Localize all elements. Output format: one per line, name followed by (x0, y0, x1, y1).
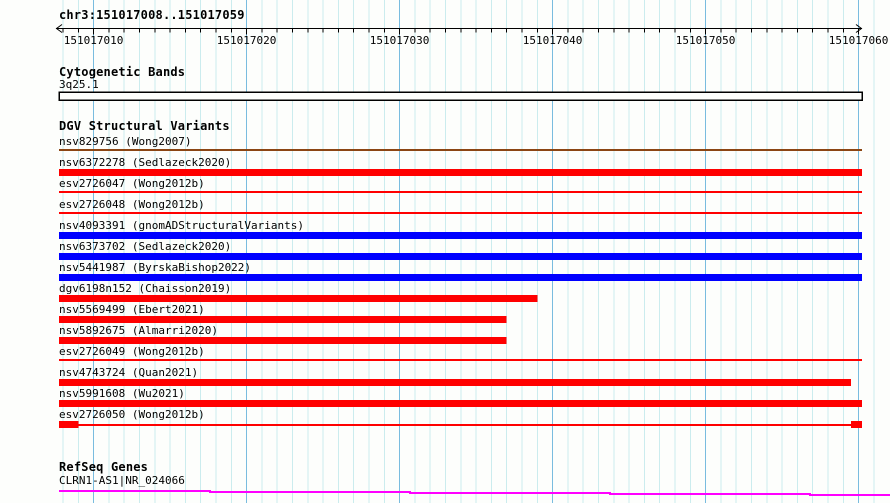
variant-label: esv2726048 (Wong2012b) (59, 198, 205, 211)
variant-glyph[interactable] (59, 149, 862, 151)
ruler-tick-label: 151017040 (522, 34, 583, 47)
variant-glyphs (59, 149, 862, 428)
variant-label: dgv6198n152 (Chaisson2019) (59, 282, 232, 295)
variant-label: nsv5991608 (Wu2021) (59, 387, 185, 400)
section-title-refseq: RefSeq Genes (59, 460, 149, 474)
grid (62, 0, 875, 503)
gene-label: CLRN1-AS1|NR_024066 (59, 474, 185, 487)
variant-label: esv2726049 (Wong2012b) (59, 345, 205, 358)
variant-glyph[interactable] (59, 232, 862, 239)
variant-label: nsv5892675 (Almarri2020) (59, 324, 218, 337)
variant-glyph[interactable] (59, 253, 862, 260)
variant-glyph[interactable] (59, 379, 851, 386)
variant-label: nsv4743724 (Quan2021) (59, 366, 199, 379)
variant-label: nsv6372278 (Sedlazeck2020) (59, 156, 232, 169)
ruler-tick-label: 151017010 (63, 34, 124, 47)
variant-label: esv2726047 (Wong2012b) (59, 177, 205, 190)
gene-glyph[interactable] (59, 490, 890, 496)
variant-label: nsv6373702 (Sedlazeck2020) (59, 240, 232, 253)
ruler (55, 24, 863, 35)
section-title-dgv: DGV Structural Variants (59, 119, 230, 133)
ruler-tick-label: 151017050 (675, 34, 736, 47)
variant-glyph[interactable] (59, 400, 862, 407)
variant-glyph-block[interactable] (59, 421, 79, 428)
cytoband-glyph[interactable] (58, 91, 863, 101)
cytoband-label: 3q25.1 (59, 78, 99, 91)
variant-glyph-block[interactable] (850, 421, 862, 428)
variant-label: esv2726050 (Wong2012b) (59, 408, 205, 421)
variant-glyph[interactable] (59, 295, 538, 302)
ruler-tick-label: 151017030 (369, 34, 430, 47)
variant-glyph[interactable] (59, 359, 862, 361)
variant-label: nsv4093391 (gnomADStructuralVariants) (59, 219, 305, 232)
variant-label: nsv5569499 (Ebert2021) (59, 303, 205, 316)
ruler-arrow-left (55, 24, 63, 33)
variant-glyph[interactable] (59, 191, 862, 193)
ruler-tick-label: 151017020 (216, 34, 277, 47)
variant-label: nsv5441987 (ByrskaBishop2022) (59, 261, 252, 274)
ruler-arrow-right (855, 24, 863, 33)
region-label: chr3:151017008..151017059 (59, 8, 245, 22)
variant-glyph[interactable] (59, 337, 507, 344)
variant-label: nsv829756 (Wong2007) (59, 135, 192, 148)
section-title-cytogenetic: Cytogenetic Bands (59, 65, 186, 79)
ruler-tick-label: 151017060 (828, 34, 889, 47)
variant-glyph[interactable] (59, 212, 862, 214)
variant-glyph[interactable] (59, 274, 862, 281)
variant-glyph[interactable] (59, 169, 862, 176)
variant-glyph[interactable] (59, 316, 507, 323)
variant-glyph-connector[interactable] (78, 424, 851, 426)
